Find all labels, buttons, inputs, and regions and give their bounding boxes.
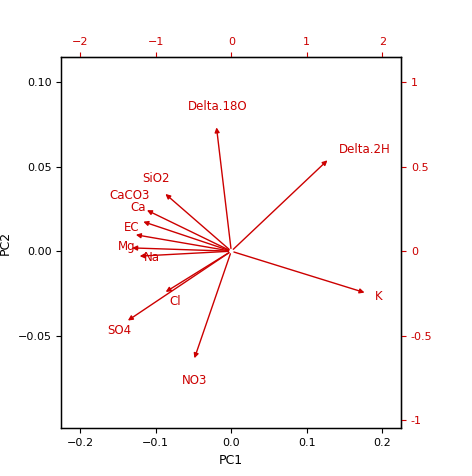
Text: Cl: Cl	[169, 295, 181, 308]
Text: K: K	[375, 290, 382, 303]
Text: Na: Na	[143, 251, 160, 265]
Text: SiO2: SiO2	[142, 172, 169, 185]
Text: Delta.18O: Delta.18O	[188, 100, 247, 113]
Text: EC: EC	[124, 221, 139, 234]
Text: CaCO3: CaCO3	[110, 189, 150, 202]
Text: SO4: SO4	[108, 324, 132, 337]
Text: NO3: NO3	[182, 375, 208, 387]
Text: Mg: Mg	[118, 239, 135, 253]
Y-axis label: PC2: PC2	[0, 231, 12, 255]
Text: Delta.2H: Delta.2H	[338, 143, 390, 157]
Text: Ca: Ca	[130, 201, 146, 214]
X-axis label: PC1: PC1	[219, 454, 244, 466]
